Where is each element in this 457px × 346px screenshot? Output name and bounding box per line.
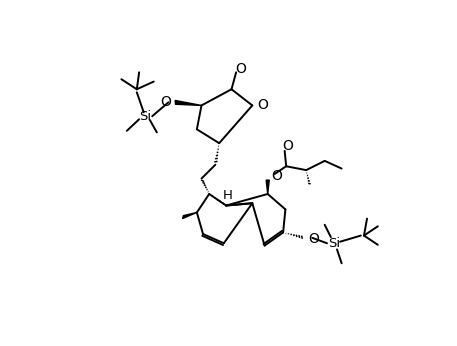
Text: O: O [235,62,246,76]
Polygon shape [182,212,197,219]
Text: Si: Si [328,237,340,250]
Text: O: O [282,139,293,153]
Text: H: H [223,189,233,202]
Text: O: O [308,231,319,246]
Text: Si: Si [139,110,151,123]
Text: O: O [258,98,269,112]
Polygon shape [266,180,269,194]
Polygon shape [175,100,202,106]
Text: O: O [271,169,282,183]
Text: O: O [160,94,171,109]
